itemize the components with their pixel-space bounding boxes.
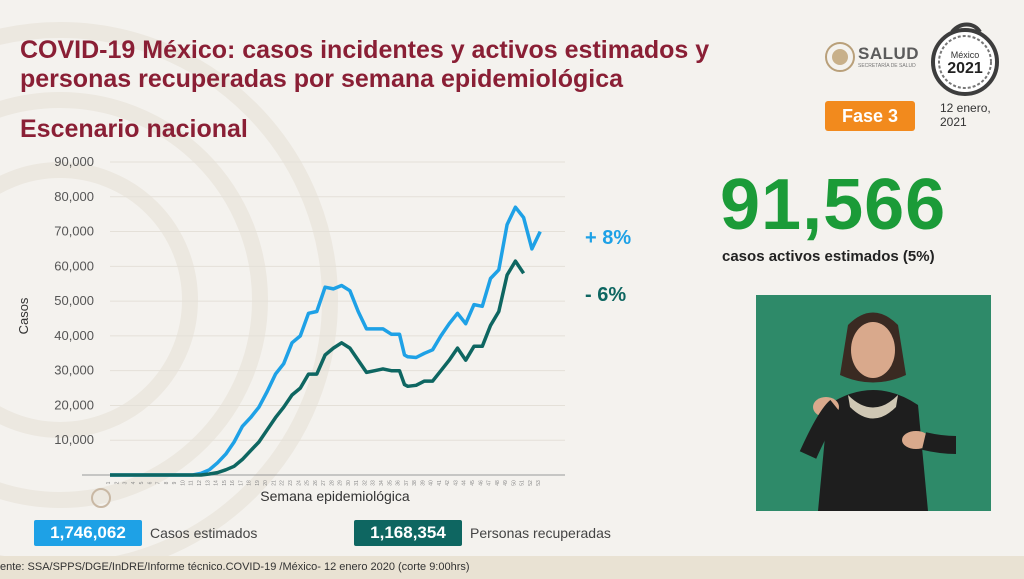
y-tick-label: 20,000 [54, 397, 94, 412]
x-tick-label: 52 [528, 480, 534, 486]
date-line-1: 12 enero, [940, 101, 991, 115]
x-tick-label: 47 [487, 480, 493, 486]
report-date: 12 enero, 2021 [940, 101, 1000, 129]
emblem-country: México [951, 50, 980, 60]
x-tick-label: 26 [313, 480, 319, 486]
x-tick-label: 24 [296, 480, 302, 486]
y-tick-label: 80,000 [54, 189, 94, 204]
mexico-2021-emblem: México 2021 [931, 22, 999, 96]
x-tick-label: 33 [371, 480, 377, 486]
x-tick-label: 40 [429, 480, 435, 486]
line-chart: 10,000 20,000 30,000 40,000 50,000 60,000 70,0… [16, 154, 631, 508]
y-tick-label: 50,000 [54, 293, 94, 308]
x-tick-label: 7 [156, 481, 162, 484]
x-tick-label: 8 [164, 481, 170, 484]
x-tick-label: 34 [379, 480, 385, 486]
y-tick-label: 60,000 [54, 258, 94, 273]
x-tick-label: 32 [362, 480, 368, 486]
recovered-label: Personas recuperadas [470, 525, 611, 541]
fase-badge: Fase 3 [825, 101, 915, 131]
annotation-recovered: - 6% [585, 284, 626, 306]
page-subtitle: Escenario nacional [20, 115, 248, 143]
x-tick-label: 27 [321, 480, 327, 486]
date-line-2: 2021 [940, 115, 967, 129]
x-tick-label: 37 [404, 480, 410, 486]
x-tick-label: 36 [396, 480, 402, 486]
y-tick-label: 10,000 [54, 432, 94, 447]
x-tick-label: 12 [197, 480, 203, 486]
x-tick-label: 22 [280, 480, 286, 486]
x-tick-label: 14 [214, 480, 220, 486]
x-axis-label: Semana epidemiológica [260, 488, 410, 504]
x-tick-label: 13 [205, 480, 211, 486]
x-tick-label: 5 [139, 481, 145, 484]
x-tick-label: 4 [131, 481, 137, 484]
x-tick-label: 41 [437, 480, 443, 486]
title-line-2: personas recuperadas por semana epidemio… [20, 65, 624, 93]
page-title: COVID-19 México: casos incidentes y acti… [20, 36, 709, 94]
sign-language-video [756, 295, 991, 511]
x-tick-label: 39 [420, 480, 426, 486]
x-tick-label: 20 [263, 480, 269, 486]
emblem-year: 2021 [947, 60, 983, 77]
x-tick-label: 18 [247, 480, 253, 486]
salud-logo [825, 42, 855, 72]
x-tick-label: 21 [271, 480, 277, 486]
x-tick-label: 50 [511, 480, 517, 486]
x-tick-label: 42 [445, 480, 451, 486]
x-tick-label: 15 [222, 480, 228, 486]
x-tick-label: 3 [123, 481, 129, 484]
x-tick-label: 35 [387, 480, 393, 486]
salud-logo-subtext: SECRETARÍA DE SALUD [858, 63, 916, 69]
x-tick-label: 30 [346, 480, 352, 486]
x-tick-label: 11 [189, 480, 195, 485]
active-cases-number: 91,566 [720, 165, 947, 245]
y-axis-ticks: 10,000 20,000 30,000 40,000 50,000 60,000 70,0… [54, 154, 94, 447]
series-line [110, 259, 526, 477]
x-tick-label: 9 [172, 481, 178, 484]
y-tick-label: 40,000 [54, 328, 94, 343]
x-tick-label: 17 [238, 480, 244, 486]
chart-series [110, 205, 542, 477]
title-line-1: COVID-19 México: casos incidentes y acti… [20, 36, 710, 64]
bottom-left-logo [91, 488, 111, 508]
x-tick-label: 19 [255, 480, 261, 486]
x-tick-label: 1 [106, 481, 112, 484]
x-tick-label: 10 [180, 480, 186, 486]
x-tick-label: 51 [520, 480, 526, 486]
x-tick-label: 43 [453, 480, 459, 486]
salud-logo-text: SALUD [858, 44, 920, 63]
series-line [110, 205, 542, 477]
x-tick-label: 44 [462, 480, 468, 486]
x-tick-label: 29 [338, 480, 344, 486]
x-tick-label: 23 [288, 480, 294, 486]
x-axis-ticks: 1 2 3 4 5 6 7 8 9 10 11 12 13 14 15 16 17 18 19 20 21 22 23 24 2… [106, 480, 542, 486]
x-tick-label: 53 [536, 480, 542, 486]
x-tick-label: 25 [305, 480, 311, 486]
x-tick-label: 38 [412, 480, 418, 486]
x-tick-label: 46 [478, 480, 484, 486]
annotation-estimated: + 8% [585, 227, 631, 249]
x-tick-label: 48 [495, 480, 501, 486]
source-footer: ente: SSA/SPPS/DGE/InDRE/Informe técnico… [0, 556, 1024, 579]
y-axis-label: Casos [16, 297, 31, 334]
interpreter-image [756, 295, 991, 511]
recovered-badge: 1,168,354 [354, 520, 462, 546]
x-tick-label: 2 [114, 481, 120, 484]
chart-grid [82, 161, 565, 476]
y-tick-label: 90,000 [54, 154, 94, 169]
y-tick-label: 70,000 [54, 224, 94, 239]
x-tick-label: 31 [354, 480, 360, 486]
estimated-cases-badge: 1,746,062 [34, 520, 142, 546]
y-tick-label: 30,000 [54, 363, 94, 378]
active-cases-label: casos activos estimados (5%) [722, 248, 935, 265]
x-tick-label: 16 [230, 480, 236, 486]
x-tick-label: 49 [503, 480, 509, 486]
x-tick-label: 6 [147, 481, 153, 484]
x-tick-label: 45 [470, 480, 476, 486]
x-tick-label: 28 [329, 480, 335, 486]
estimated-cases-label: Casos estimados [150, 525, 258, 541]
